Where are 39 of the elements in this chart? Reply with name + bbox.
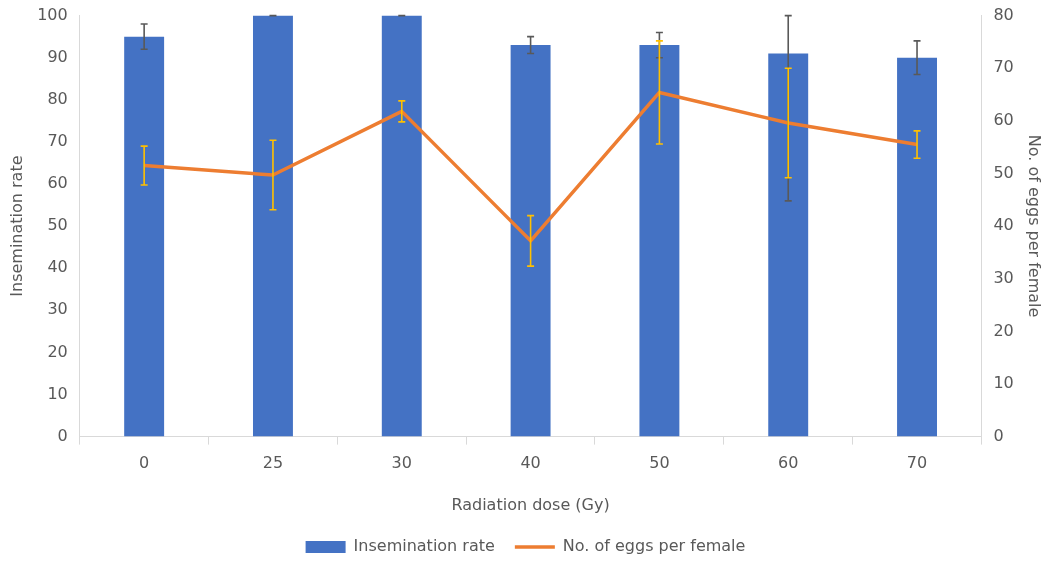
- x-tick-label: 40: [520, 453, 541, 473]
- y2-tick-label: 30: [993, 267, 1014, 287]
- y-tick-label: 40: [47, 257, 68, 277]
- y2-tick-label: 80: [993, 4, 1014, 24]
- bar: [897, 57, 937, 437]
- y2-axis-title: No. of eggs per female: [1025, 134, 1045, 318]
- bar: [381, 15, 422, 437]
- y-tick-label: 70: [47, 131, 68, 151]
- bar: [768, 53, 809, 437]
- y-tick-label: 60: [47, 173, 68, 193]
- x-tick-label: 60: [778, 453, 799, 473]
- bar: [639, 45, 680, 437]
- y2-tick-label: 40: [993, 215, 1014, 235]
- y-tick-label: 80: [47, 88, 68, 108]
- bar: [253, 15, 293, 437]
- x-tick-label: 30: [391, 453, 412, 473]
- y2-tick-label: 20: [993, 320, 1014, 340]
- legend-label: No. of eggs per female: [562, 536, 746, 556]
- y-tick-label: 30: [47, 299, 68, 319]
- y-tick-label: 20: [47, 341, 68, 361]
- x-tick-label: 25: [262, 453, 284, 473]
- y-axis-title: Insemination rate: [6, 155, 26, 297]
- legend-label: Insemination rate: [353, 536, 495, 556]
- x-axis-title: Radiation dose (Gy): [451, 494, 610, 514]
- y-tick-label: 100: [37, 4, 68, 24]
- y-tick-label: 0: [57, 425, 68, 445]
- bar: [124, 36, 165, 437]
- x-tick-label: 50: [649, 453, 670, 473]
- y2-tick-label: 70: [993, 57, 1014, 77]
- x-tick-label: 70: [906, 453, 928, 473]
- y-tick-label: 10: [47, 383, 68, 403]
- y2-tick-label: 50: [993, 162, 1014, 182]
- y-tick-label: 50: [47, 215, 68, 235]
- bar: [510, 45, 551, 437]
- x-tick-label: 0: [139, 453, 150, 473]
- y2-tick-label: 10: [993, 373, 1014, 393]
- y2-tick-label: 0: [993, 425, 1004, 445]
- y2-tick-label: 60: [993, 110, 1014, 130]
- y-tick-label: 90: [47, 46, 68, 66]
